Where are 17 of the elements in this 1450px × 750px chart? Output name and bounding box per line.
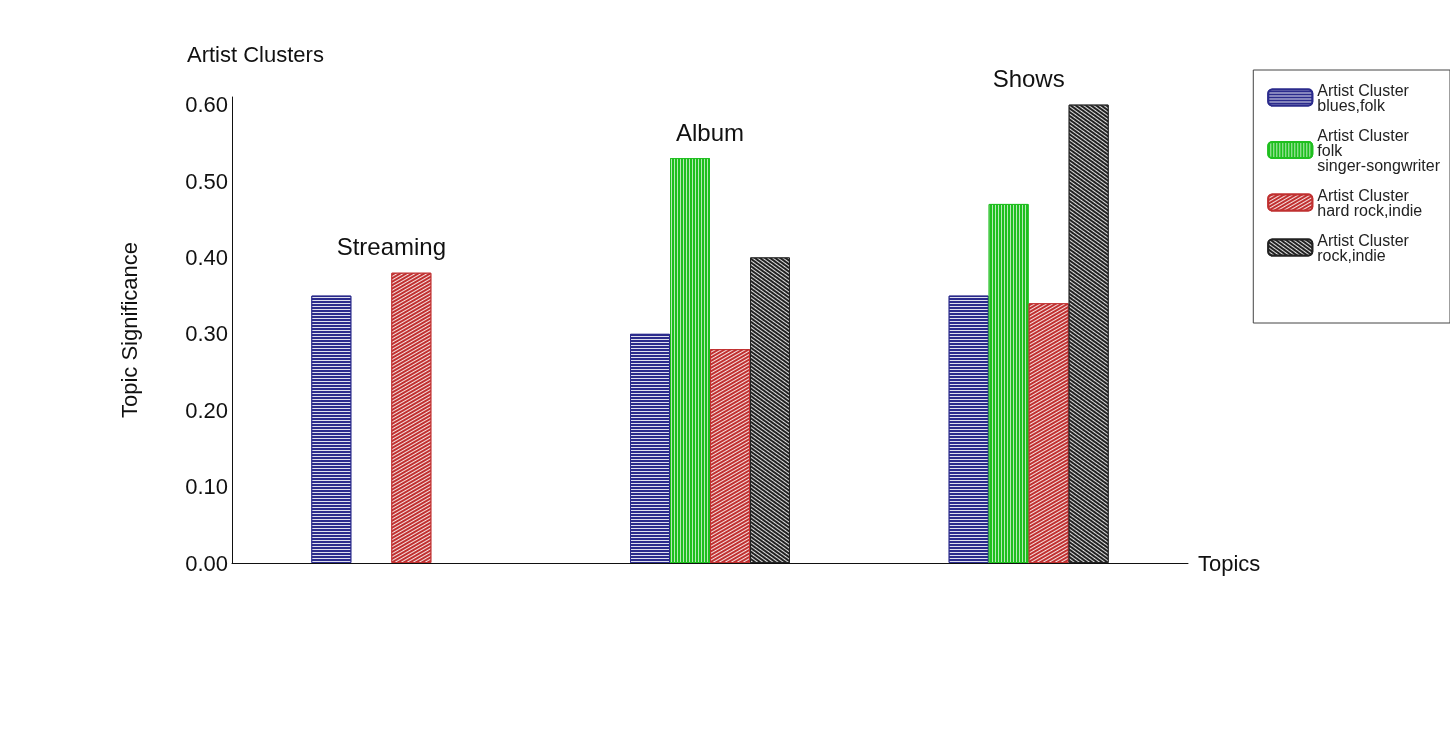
y-tick-label: 0.60	[185, 92, 228, 118]
legend-label: Artist Cluster rock,indie	[1317, 231, 1410, 264]
legend-label: Artist Cluster hard rock,indie	[1317, 186, 1423, 219]
x-tick-label: Shows	[992, 65, 1065, 93]
y-tick-label: 0.30	[185, 321, 228, 347]
y-tick-label: 0.00	[185, 550, 228, 576]
chart-title: Artist Clusters	[187, 41, 324, 67]
x-tick-label: Album	[675, 118, 745, 146]
y-tick-label: 0.20	[185, 397, 228, 423]
y-tick-label: 0.40	[185, 244, 228, 270]
x-axis-title: Topics	[1198, 550, 1261, 576]
legend-label: Artist Cluster blues,folk	[1317, 81, 1410, 114]
y-axis-title: Topic Significance	[116, 241, 142, 419]
legend-label: Artist Cluster folk singer-songwriter	[1317, 126, 1441, 174]
y-tick-label: 0.10	[185, 474, 228, 500]
x-tick-label: Streaming	[336, 233, 447, 261]
y-tick-label: 0.50	[185, 168, 228, 194]
